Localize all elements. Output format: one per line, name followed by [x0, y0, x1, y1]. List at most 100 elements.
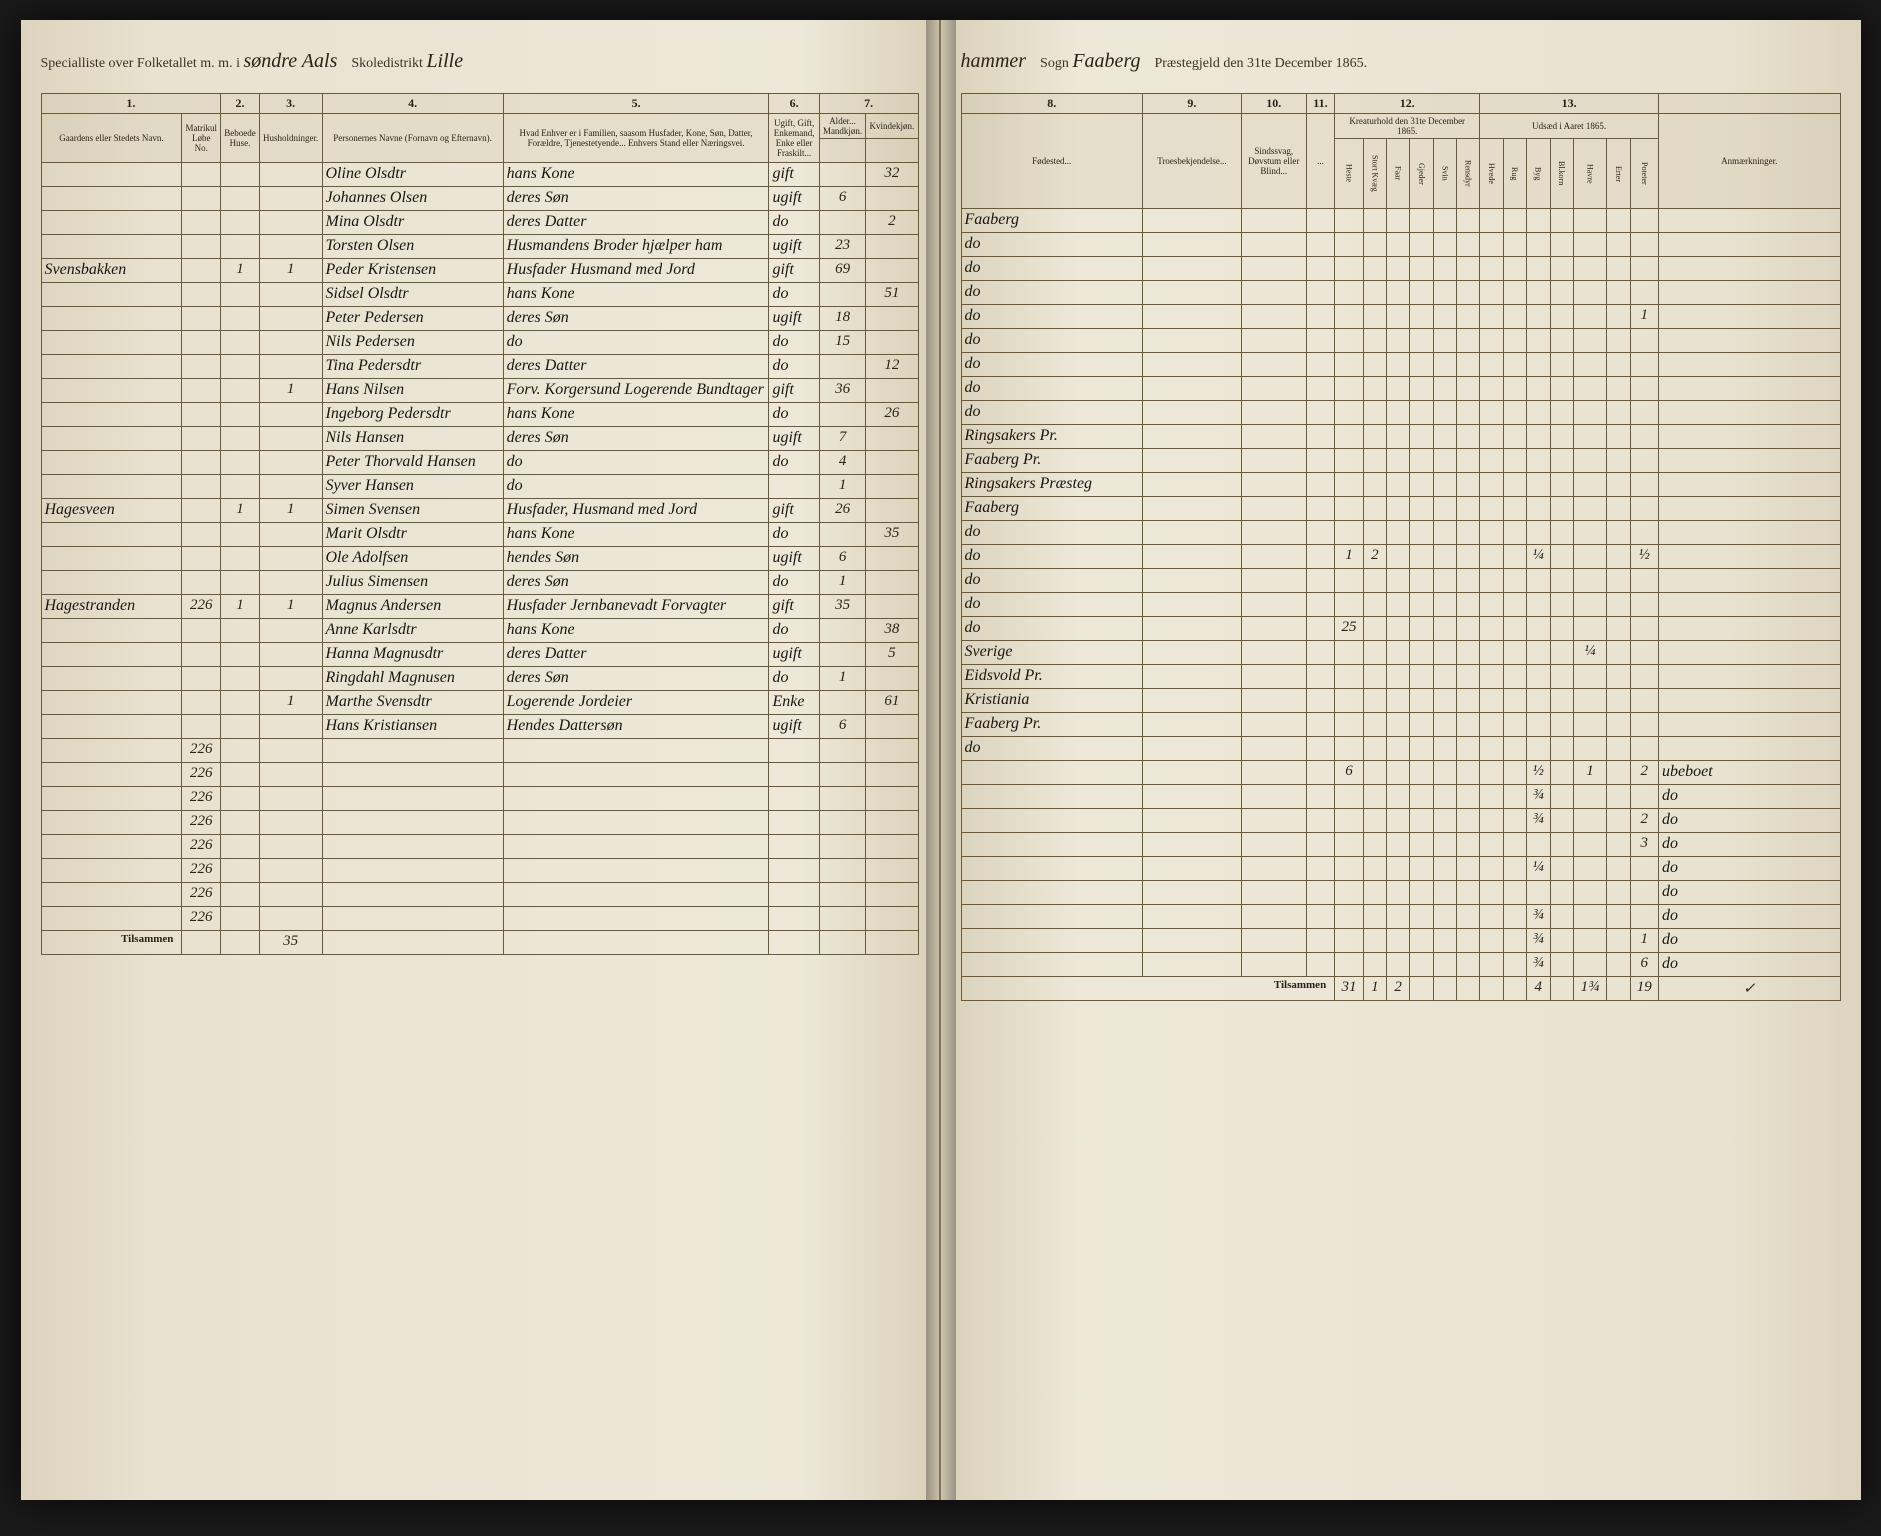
cell-c12_3	[1387, 665, 1410, 689]
cell-c12_1: 6	[1335, 761, 1364, 785]
cell-stand	[769, 811, 819, 835]
cell-c12_1	[1335, 833, 1364, 857]
cell-c12_2	[1363, 449, 1386, 473]
cell-kk	[866, 475, 918, 499]
cell-mno	[182, 715, 221, 739]
cell-gaard	[41, 283, 182, 307]
cell-navn: Ole Adolfsen	[322, 547, 503, 571]
cell-fam: deres Søn	[503, 307, 769, 331]
cell-c13_2	[1503, 905, 1526, 929]
cell-fod: Ringsakers Pr.	[961, 425, 1142, 449]
cell-fam: Logerende Jordeier	[503, 691, 769, 715]
cell-mk	[819, 691, 866, 715]
cell-mk: 6	[819, 547, 866, 571]
cell-fod	[961, 929, 1142, 953]
cell-c13_6	[1607, 929, 1630, 953]
cell-c12_6	[1456, 449, 1479, 473]
cell-stand: ugift	[769, 235, 819, 259]
ledger-book: Specialliste over Folketallet m. m. i sø…	[21, 20, 1861, 1500]
cell-c13_2	[1503, 569, 1526, 593]
cell-fod: do	[961, 593, 1142, 617]
cell-hus	[221, 859, 260, 883]
cell-anm	[1659, 257, 1841, 281]
cell-fam: do	[503, 331, 769, 355]
cell-c12_2	[1363, 593, 1386, 617]
cell-kk	[866, 595, 918, 619]
cell-c13_7	[1630, 281, 1659, 305]
cell-mno	[182, 499, 221, 523]
cell-blank1	[1142, 857, 1241, 881]
cell-mno: 226	[182, 739, 221, 763]
cell-c13_7: 1	[1630, 929, 1659, 953]
cell-mk	[819, 619, 866, 643]
cell-gaard	[41, 571, 182, 595]
cell-mk	[819, 907, 866, 931]
h-navn: Personernes Navne (Fornavn og Efternavn)…	[322, 114, 503, 163]
cell-mk: 7	[819, 427, 866, 451]
cell-c12_6	[1456, 593, 1479, 617]
cell-c12_2	[1363, 497, 1386, 521]
cell-c13_7	[1630, 905, 1659, 929]
cell-blank1	[1142, 809, 1241, 833]
cell-c12_2	[1363, 281, 1386, 305]
cell-c13_6	[1607, 329, 1630, 353]
cell-c13_7: 1	[1630, 305, 1659, 329]
cell-c13_2	[1503, 665, 1526, 689]
cell-anm	[1659, 305, 1841, 329]
cell-c13_2	[1503, 377, 1526, 401]
cell-c13_6	[1607, 425, 1630, 449]
cell-c13_3	[1526, 833, 1550, 857]
cell-c12_6	[1456, 473, 1479, 497]
cell-hh: 1	[259, 691, 322, 715]
cell-stand: ugift	[769, 643, 819, 667]
cell-c12_3	[1387, 353, 1410, 377]
cell-fod: Faaberg	[961, 497, 1142, 521]
cell-anm: do	[1659, 881, 1841, 905]
table-row: 226	[41, 859, 918, 883]
cell-c13_6	[1607, 257, 1630, 281]
cell-c13_4	[1550, 545, 1573, 569]
table-row: do	[961, 401, 1840, 425]
cell-c13_7	[1630, 617, 1659, 641]
cell-blank1	[1142, 665, 1241, 689]
cell-c12_6	[1456, 281, 1479, 305]
cell-c12_2	[1363, 737, 1386, 761]
cell-c13_3: ¾	[1526, 953, 1550, 977]
cell-c13_3	[1526, 737, 1550, 761]
table-row: Ringsakers Præsteg	[961, 473, 1840, 497]
cell-c12_5	[1433, 713, 1456, 737]
h-mno: Matrikul Løbe No.	[182, 114, 221, 163]
cell-fam: hans Kone	[503, 523, 769, 547]
cell-mk	[819, 787, 866, 811]
cell-c12_5	[1433, 569, 1456, 593]
cell-c12_2	[1363, 761, 1386, 785]
cell-fam	[503, 787, 769, 811]
cell-c13_3	[1526, 473, 1550, 497]
cell-gaard	[41, 163, 182, 187]
cell-c13_7	[1630, 569, 1659, 593]
cell-hh	[259, 547, 322, 571]
cell-c13_7	[1630, 665, 1659, 689]
cell-c13_1	[1480, 497, 1503, 521]
cell-c12_3	[1387, 497, 1410, 521]
cell-c12_5	[1433, 209, 1456, 233]
cell-navn: Tina Pedersdtr	[322, 355, 503, 379]
cell-c12_5	[1433, 473, 1456, 497]
table-row: Marit Olsdtrhans Konedo35	[41, 523, 918, 547]
table-row: 226	[41, 787, 918, 811]
cell-c12_1	[1335, 209, 1364, 233]
cell-kk	[866, 331, 918, 355]
cell-c13_1	[1480, 665, 1503, 689]
cell-blank3	[1306, 929, 1335, 953]
cell-stand	[769, 835, 819, 859]
header-district: søndre Aals	[243, 50, 337, 72]
cell-navn: Anne Karlsdtr	[322, 619, 503, 643]
cell-c12_6	[1456, 545, 1479, 569]
table-row: Hanna Magnusdtrderes Datterugift5	[41, 643, 918, 667]
cell-hus	[221, 907, 260, 931]
cell-blank1	[1142, 377, 1241, 401]
cell-hus	[221, 211, 260, 235]
cell-blank1	[1142, 209, 1241, 233]
cell-hh	[259, 283, 322, 307]
cell-hh	[259, 883, 322, 907]
